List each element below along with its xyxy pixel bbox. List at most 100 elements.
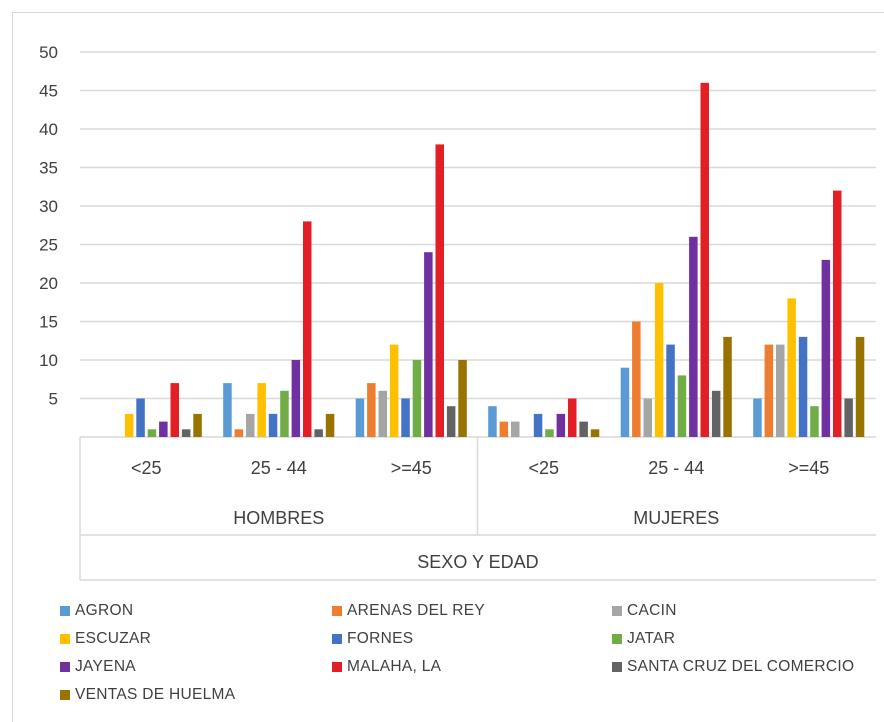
legend-label: MALAHA, LA	[347, 658, 442, 675]
bar	[764, 344, 774, 437]
bar	[389, 344, 399, 437]
bar	[723, 336, 732, 437]
y-tick-label: 20	[39, 274, 58, 293]
legend-item: JATAR	[612, 628, 675, 650]
bar	[401, 398, 410, 437]
y-tick-label: 25	[39, 236, 58, 255]
bar	[545, 429, 554, 437]
bar	[268, 413, 278, 437]
bar	[533, 413, 543, 437]
y-tick-label: 30	[39, 197, 58, 216]
legend-swatch	[332, 662, 342, 672]
y-tick-label: 10	[39, 351, 58, 370]
bar	[367, 383, 376, 437]
legend-swatch	[612, 606, 622, 616]
bar	[753, 398, 762, 437]
bar	[193, 413, 202, 437]
bar	[280, 390, 289, 437]
legend-item: ESCUZAR	[60, 628, 151, 650]
chart-legend: AGRON ARENAS DEL REY CACIN ESCUZAR FORNES JAT…	[60, 600, 884, 710]
bar	[124, 413, 134, 437]
legend-swatch	[612, 634, 622, 644]
y-tick-label: 45	[39, 82, 58, 101]
legend-swatch	[60, 662, 70, 672]
bar	[234, 429, 244, 437]
legend-swatch	[60, 606, 70, 616]
y-tick-label: 40	[39, 120, 58, 139]
bar	[499, 421, 509, 437]
bar	[435, 144, 444, 437]
bar	[136, 398, 145, 437]
bar	[170, 383, 179, 437]
bar	[810, 406, 819, 437]
y-tick-label: 35	[39, 159, 58, 178]
legend-label: AGRON	[75, 602, 134, 619]
bar	[677, 375, 687, 437]
bar	[412, 360, 422, 437]
legend-item: SANTA CRUZ DEL COMERCIO	[612, 656, 854, 678]
bar	[579, 421, 588, 437]
bar	[568, 398, 577, 437]
legend-label: FORNES	[347, 630, 414, 647]
legend-item: MALAHA, LA	[332, 656, 441, 678]
legend-item: FORNES	[332, 628, 413, 650]
bar	[424, 252, 433, 437]
x-category-label: >=45	[788, 458, 829, 478]
bar	[654, 283, 664, 437]
bar	[787, 298, 796, 437]
bar	[711, 390, 721, 437]
bar	[620, 367, 630, 437]
bar	[314, 429, 323, 437]
legend-item: JAYENA	[60, 656, 136, 678]
legend-label: JATAR	[627, 630, 676, 647]
legend-swatch	[612, 662, 622, 672]
x-category-label: >=45	[391, 458, 432, 478]
bar	[590, 429, 600, 437]
bar	[147, 429, 157, 437]
x-group-label: HOMBRES	[233, 508, 324, 528]
x-category-label: 25 - 44	[251, 458, 307, 478]
legend-item: ARENAS DEL REY	[332, 600, 485, 622]
bar-chart: 5 10 15 20 25 30 35 40 45 50 <25 25 - 44 >=45 HOMBRES…	[39, 43, 876, 581]
bar	[643, 398, 652, 437]
legend-label: VENTAS DE HUELMA	[75, 686, 236, 703]
bar	[378, 390, 387, 437]
legend-label: ARENAS DEL REY	[347, 602, 486, 619]
legend-label: SANTA CRUZ DEL COMERCIO	[627, 658, 855, 675]
legend-label: JAYENA	[75, 658, 136, 675]
bar	[325, 413, 335, 437]
bar	[303, 221, 312, 437]
legend-label: ESCUZAR	[75, 630, 152, 647]
x-category-label: <25	[131, 458, 162, 478]
bar	[821, 259, 831, 437]
bar	[855, 336, 865, 437]
x-category-label: <25	[528, 458, 559, 478]
bar	[556, 413, 566, 437]
bar	[257, 383, 266, 437]
chart-frame	[12, 12, 884, 722]
bar	[446, 406, 456, 437]
bar	[689, 236, 698, 437]
legend-item: AGRON	[60, 600, 133, 622]
bar	[776, 344, 785, 437]
bar	[159, 421, 168, 437]
x-category-label: 25 - 44	[648, 458, 704, 478]
legend-swatch	[332, 606, 342, 616]
legend-item: VENTAS DE HUELMA	[60, 684, 235, 706]
y-tick-label: 5	[49, 390, 58, 409]
x-axis-title: SEXO Y EDAD	[417, 552, 538, 572]
x-group-label: MUJERES	[633, 508, 719, 528]
bar	[223, 383, 232, 437]
bar	[511, 421, 520, 437]
bar	[181, 429, 191, 437]
legend-swatch	[332, 634, 342, 644]
legend-swatch	[60, 690, 70, 700]
y-tick-label: 15	[39, 313, 58, 332]
bar	[246, 413, 255, 437]
legend-label: CACIN	[627, 602, 677, 619]
bar	[833, 190, 842, 437]
y-tick-label: 50	[39, 43, 58, 62]
legend-swatch	[60, 634, 70, 644]
bar	[798, 336, 808, 437]
bar	[458, 360, 467, 437]
